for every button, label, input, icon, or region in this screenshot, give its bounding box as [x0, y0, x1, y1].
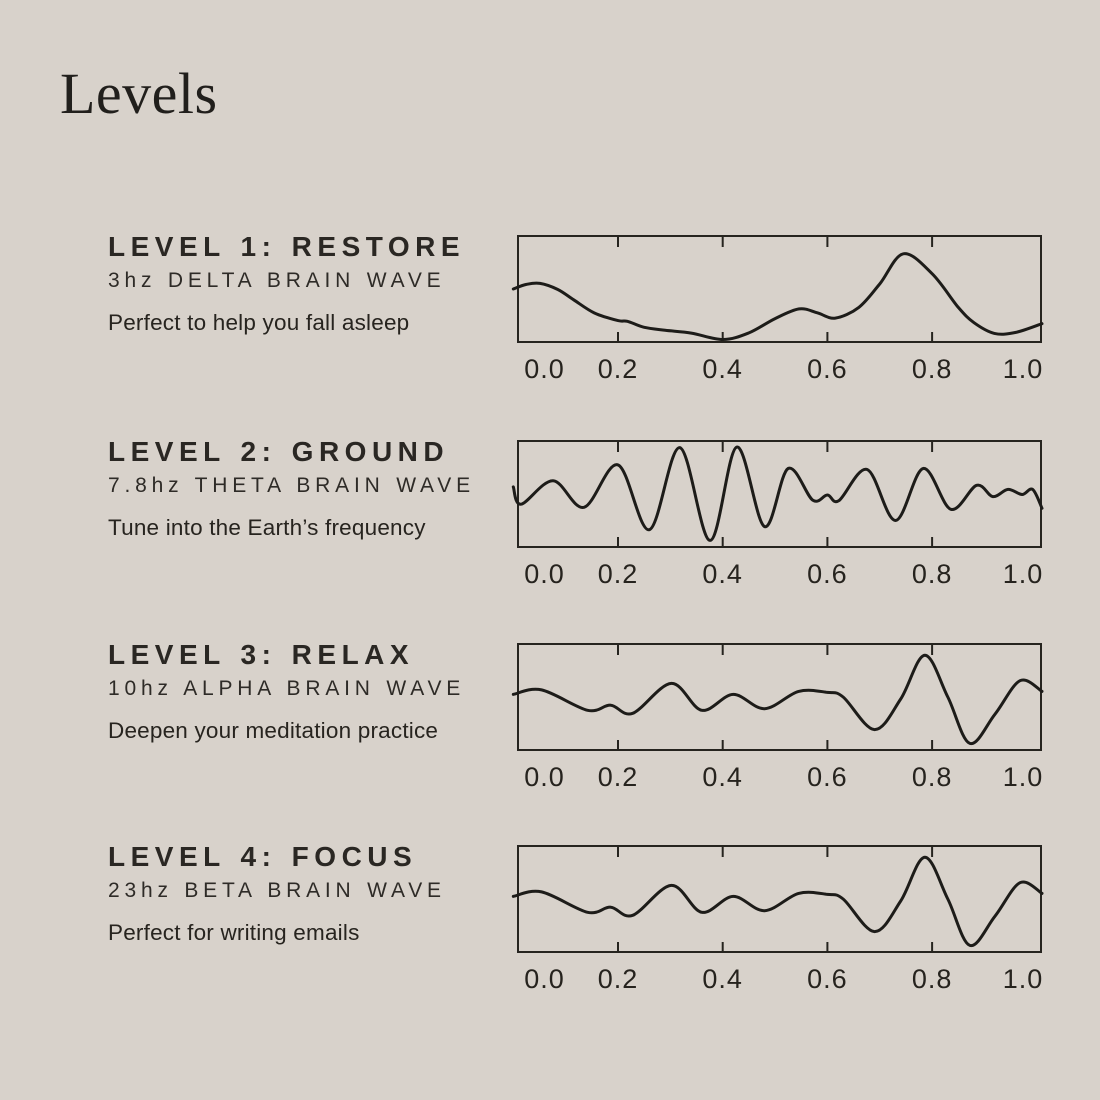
level-2-row: LEVEL 2: GROUND 7.8hz THETA BRAIN WAVE T… — [0, 438, 1100, 608]
level-3-row: LEVEL 3: RELAX 10hz ALPHA BRAIN WAVE Dee… — [0, 641, 1100, 811]
beta-brain-wave-line — [511, 855, 1044, 947]
axis-tick-label: 1.0 — [1002, 964, 1044, 994]
beta-brain-wave-plot — [511, 845, 1044, 953]
level-4-row: LEVEL 4: FOCUS 23hz BETA BRAIN WAVE Perf… — [0, 843, 1100, 1013]
axis-tick-label: 0.8 — [911, 354, 953, 384]
axis-tick-label: 0.0 — [524, 354, 565, 384]
chart-x-axis-labels: 0.0 0.2 0.4 0.6 0.8 1.0 — [517, 762, 1042, 792]
chart-border — [517, 845, 1042, 953]
level-1-chart: 0.0 0.2 0.4 0.6 0.8 1.0 — [511, 235, 1044, 384]
level-3-tagline: Deepen your meditation practice — [108, 718, 439, 743]
level-3-chart: 0.0 0.2 0.4 0.6 0.8 1.0 — [511, 643, 1044, 792]
chart-x-axis-labels: 0.0 0.2 0.4 0.6 0.8 1.0 — [517, 964, 1042, 994]
axis-tick-label: 0.8 — [911, 964, 953, 994]
axis-tick-label: 0.4 — [702, 559, 743, 589]
level-2-tagline: Tune into the Earth’s frequency — [108, 515, 426, 540]
level-1-row: LEVEL 1: RESTORE 3hz DELTA BRAIN WAVE Pe… — [0, 233, 1100, 403]
level-4-info: LEVEL 4: FOCUS 23hz BETA BRAIN WAVE Perf… — [108, 843, 508, 946]
page-title: Levels — [60, 61, 218, 126]
axis-tick-label: 0.4 — [702, 354, 743, 384]
axis-tick-label: 0.2 — [597, 354, 639, 384]
axis-tick-label: 1.0 — [1002, 354, 1044, 384]
axis-tick-label: 0.4 — [702, 762, 743, 792]
axis-tick-label: 0.2 — [597, 559, 639, 589]
axis-tick-label: 0.6 — [807, 354, 848, 384]
axis-tick-label: 0.6 — [807, 762, 848, 792]
level-4-tagline: Perfect for writing emails — [108, 920, 360, 945]
axis-tick-label: 0.2 — [597, 964, 639, 994]
axis-tick-label: 0.6 — [807, 559, 848, 589]
level-3-info: LEVEL 3: RELAX 10hz ALPHA BRAIN WAVE Dee… — [108, 641, 508, 744]
level-1-tagline: Perfect to help you fall asleep — [108, 310, 410, 335]
axis-tick-label: 0.6 — [807, 964, 848, 994]
axis-tick-label: 0.2 — [597, 762, 639, 792]
level-3-subtitle: 10hz ALPHA BRAIN WAVE — [108, 677, 466, 700]
level-4-title: LEVEL 4: FOCUS — [108, 841, 418, 872]
level-2-info: LEVEL 2: GROUND 7.8hz THETA BRAIN WAVE T… — [108, 438, 508, 541]
level-4-chart: 0.0 0.2 0.4 0.6 0.8 1.0 — [511, 845, 1044, 994]
chart-border — [517, 643, 1042, 751]
chart-border — [517, 440, 1042, 548]
axis-tick-label: 0.8 — [911, 559, 953, 589]
delta-brain-wave-plot — [511, 235, 1044, 343]
axis-tick-label: 0.0 — [524, 559, 565, 589]
axis-tick-label: 1.0 — [1002, 762, 1044, 792]
alpha-brain-wave-plot — [511, 643, 1044, 751]
level-3-title: LEVEL 3: RELAX — [108, 639, 415, 670]
delta-brain-wave-line — [511, 252, 1044, 341]
chart-border — [517, 235, 1042, 343]
axis-tick-label: 0.0 — [524, 762, 565, 792]
level-2-subtitle: 7.8hz THETA BRAIN WAVE — [108, 474, 475, 497]
chart-x-axis-labels: 0.0 0.2 0.4 0.6 0.8 1.0 — [517, 559, 1042, 589]
axis-tick-label: 1.0 — [1002, 559, 1044, 589]
axis-tick-label: 0.4 — [702, 964, 743, 994]
chart-x-axis-labels: 0.0 0.2 0.4 0.6 0.8 1.0 — [517, 354, 1042, 384]
theta-brain-wave-plot — [511, 440, 1044, 548]
level-1-subtitle: 3hz DELTA BRAIN WAVE — [108, 269, 446, 292]
level-1-info: LEVEL 1: RESTORE 3hz DELTA BRAIN WAVE Pe… — [108, 233, 508, 336]
axis-tick-label: 0.8 — [911, 762, 953, 792]
theta-brain-wave-line — [511, 445, 1044, 542]
axis-tick-label: 0.0 — [524, 964, 565, 994]
level-2-title: LEVEL 2: GROUND — [108, 436, 450, 467]
alpha-brain-wave-line — [511, 653, 1044, 745]
level-4-subtitle: 23hz BETA BRAIN WAVE — [108, 879, 446, 902]
level-1-title: LEVEL 1: RESTORE — [108, 231, 466, 262]
level-2-chart: 0.0 0.2 0.4 0.6 0.8 1.0 — [511, 440, 1044, 589]
